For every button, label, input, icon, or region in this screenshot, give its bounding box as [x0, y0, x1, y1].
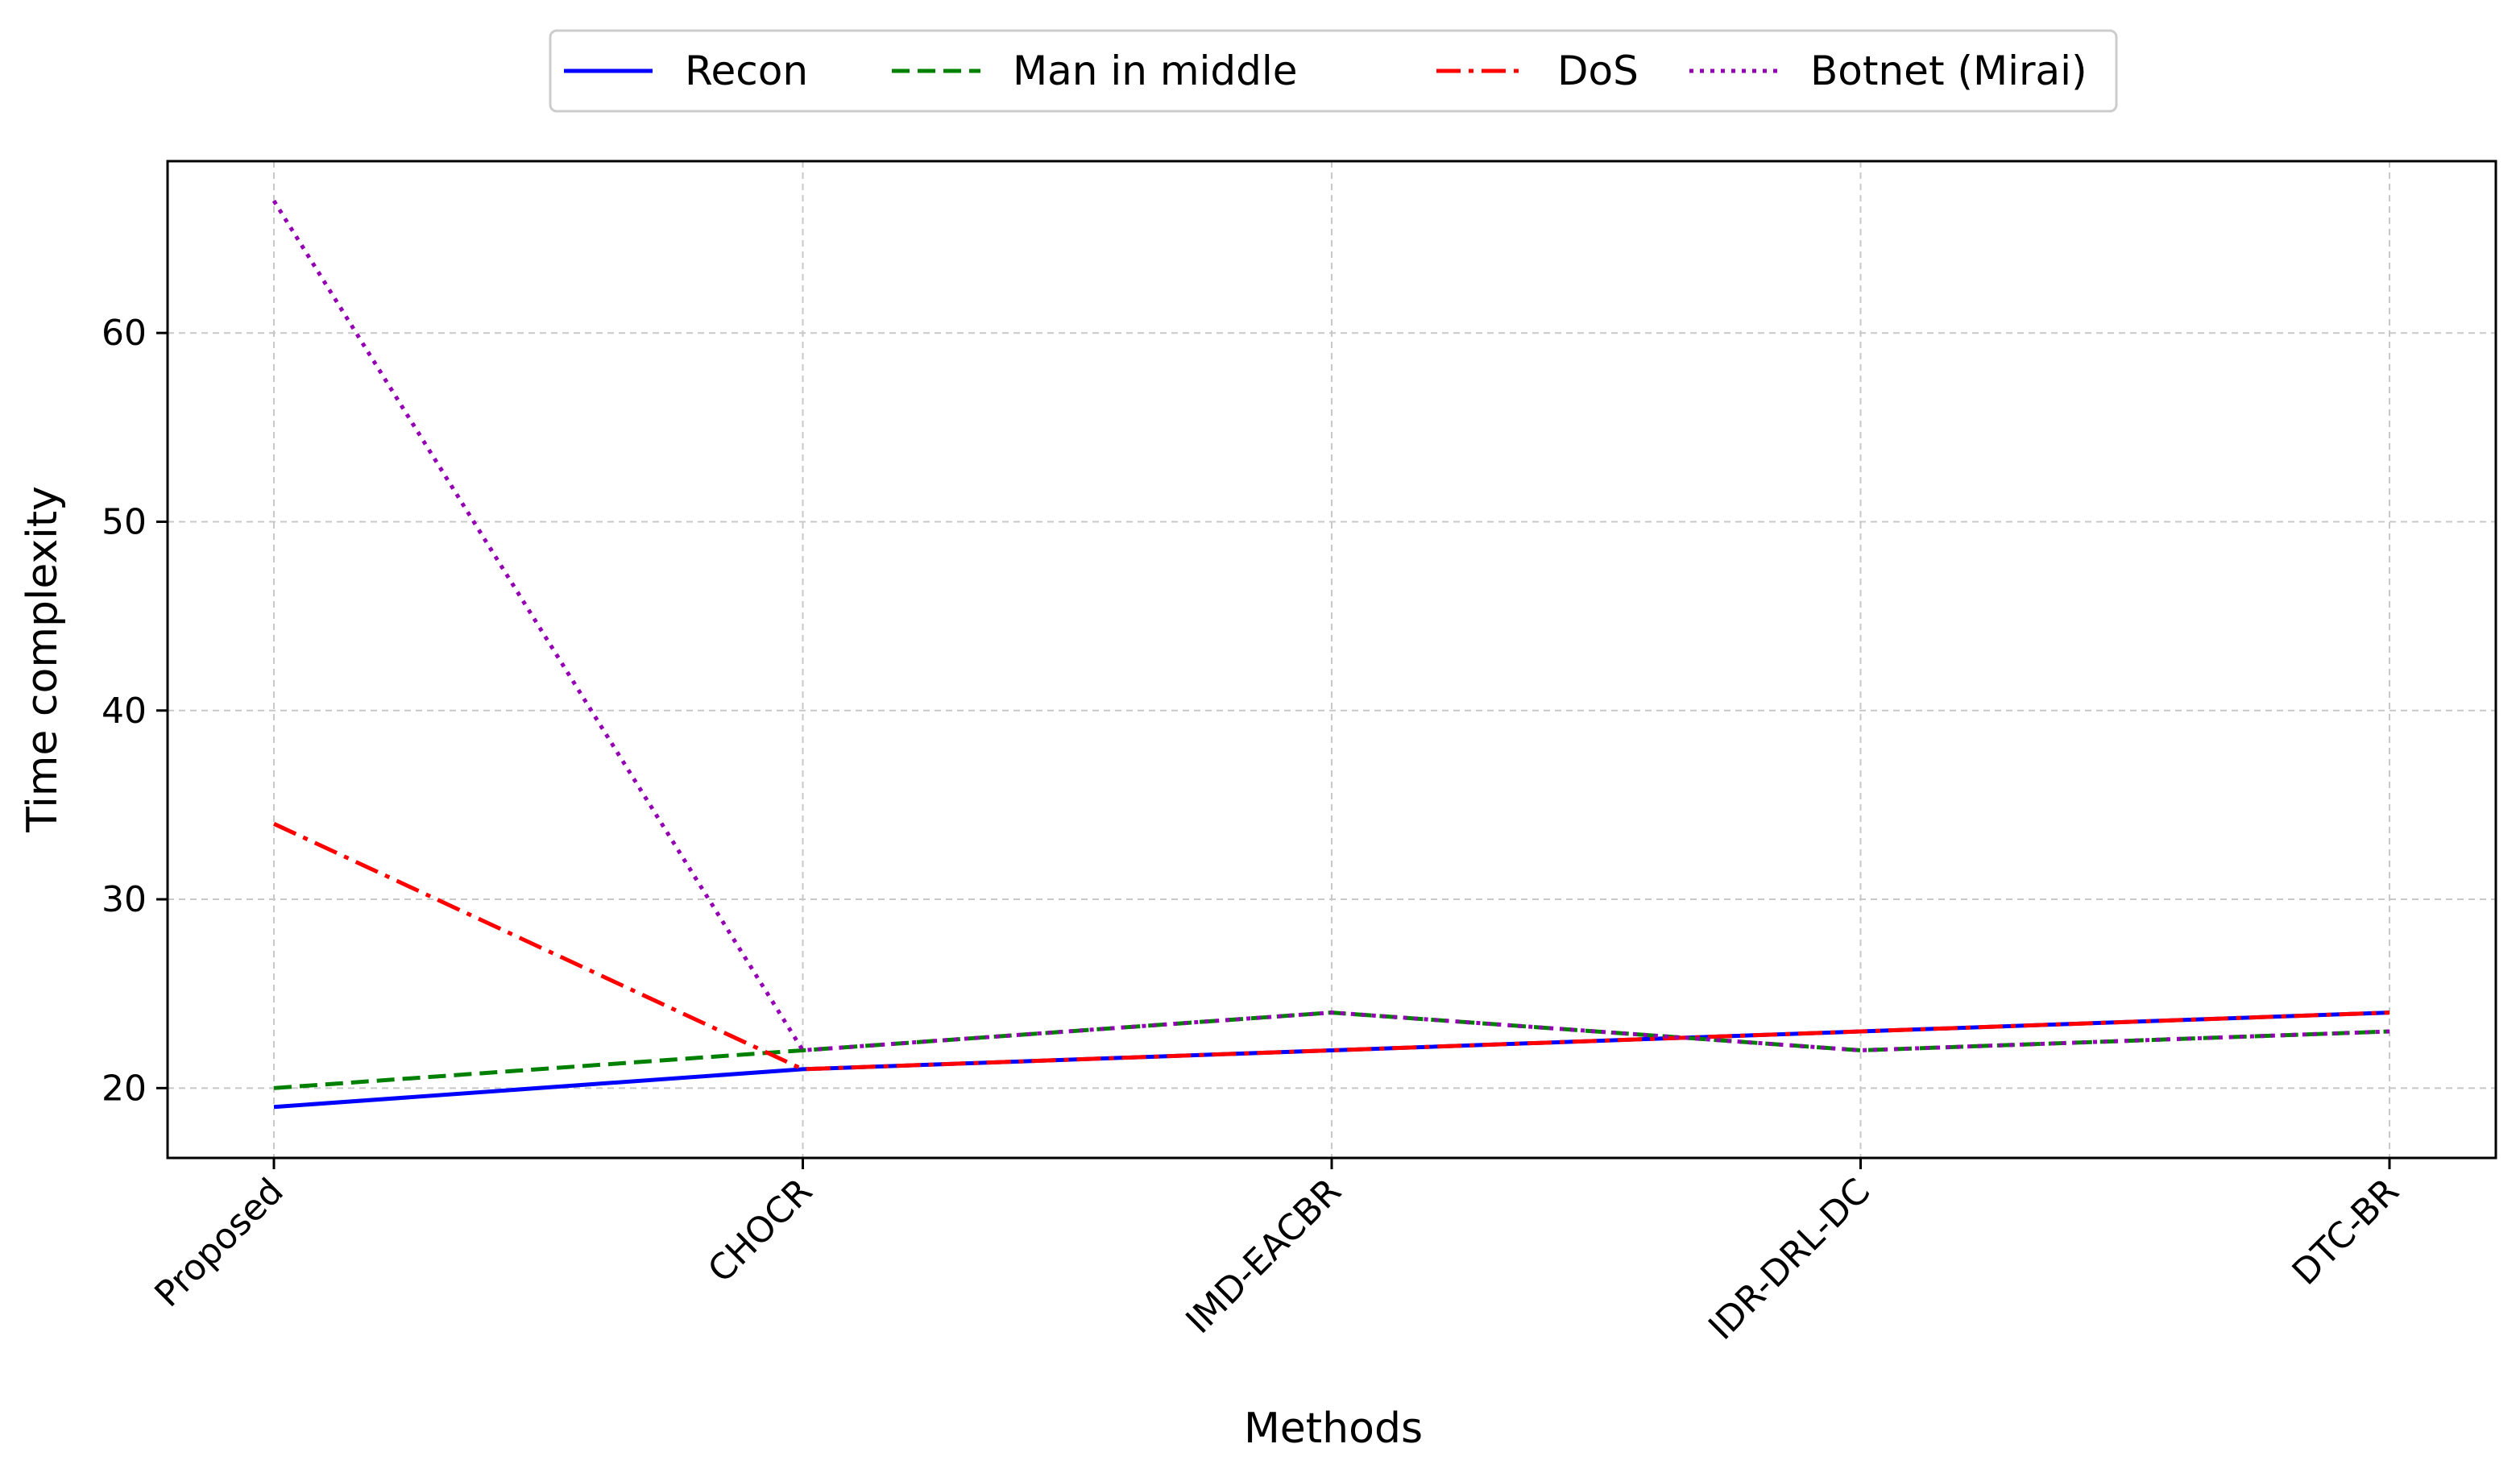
y-tick-label: 60: [102, 313, 147, 354]
series-line-recon: [273, 1010, 2390, 1110]
y-tick-label: 40: [102, 691, 147, 732]
x-tick-label: IDR-DRL-DC: [1701, 1171, 1878, 1348]
y-tick-label: 20: [102, 1068, 147, 1109]
y-axis-label: Time complexity: [19, 486, 67, 833]
x-tick-label: CHOCR: [700, 1171, 820, 1291]
series-line-dos: [272, 822, 2390, 1072]
series-line-botnet-mirai: [271, 199, 2390, 1052]
x-tick-label: DTC-BR: [2285, 1171, 2407, 1293]
legend-label: Man in middle: [1013, 48, 1298, 94]
axis-ticks: 20 30 40 50 60 Proposed CHOCR IMD-EACBR IDR-DRL-…: [102, 313, 2407, 1348]
series-lines: [271, 199, 2390, 1110]
y-tick-label: 50: [102, 501, 147, 542]
y-tick-label: 30: [102, 879, 147, 920]
legend-label: DoS: [1557, 48, 1639, 94]
legend: Recon Man in middle DoS Botnet (Mirai): [549, 29, 2118, 113]
legend-box: [549, 29, 2118, 113]
grid: [168, 161, 2496, 1158]
x-axis-label: Methods: [1244, 1405, 1423, 1453]
x-tick-label: Proposed: [147, 1171, 291, 1315]
legend-label: Recon: [685, 48, 808, 94]
x-tick-label: IMD-EACBR: [1178, 1171, 1349, 1342]
legend-label: Botnet (Mirai): [1810, 48, 2087, 94]
